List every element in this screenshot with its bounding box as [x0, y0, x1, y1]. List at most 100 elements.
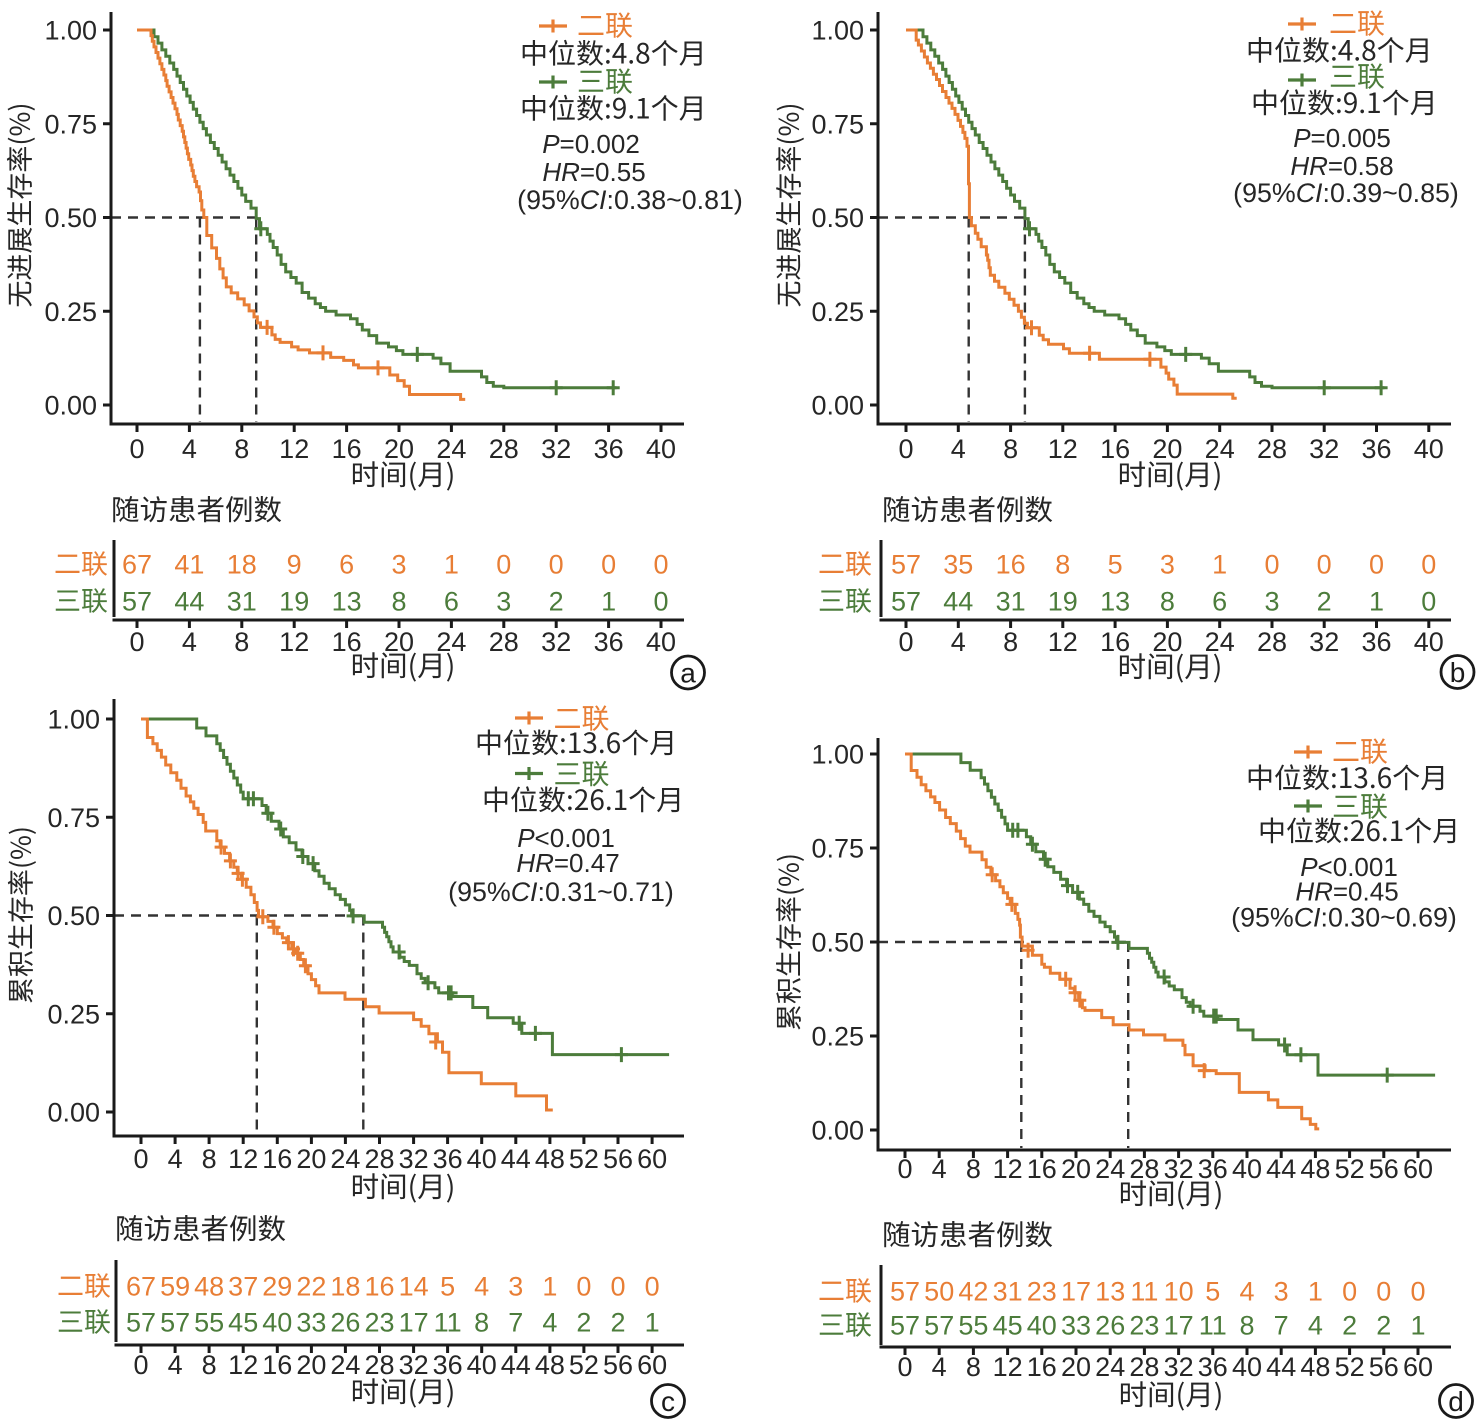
svg-text:11: 11 [1130, 1277, 1158, 1307]
svg-text:60: 60 [637, 1350, 667, 1380]
svg-text:16: 16 [996, 550, 1026, 580]
svg-text:c: c [661, 1386, 675, 1417]
svg-text:0.50: 0.50 [47, 901, 100, 931]
svg-text:6: 6 [339, 550, 354, 580]
svg-text:20: 20 [1152, 627, 1182, 657]
svg-text:3: 3 [508, 1272, 523, 1302]
svg-text:26: 26 [330, 1308, 360, 1338]
svg-text:8: 8 [1160, 587, 1175, 617]
svg-text:55: 55 [194, 1308, 224, 1338]
svg-text:56: 56 [1369, 1154, 1399, 1184]
svg-text:0: 0 [897, 1352, 912, 1382]
svg-text:40: 40 [646, 627, 676, 657]
svg-text:0.25: 0.25 [811, 297, 864, 327]
svg-text:57: 57 [890, 1311, 920, 1341]
svg-text:4: 4 [182, 627, 197, 657]
svg-text:36: 36 [1361, 627, 1391, 657]
svg-text:8: 8 [202, 1144, 217, 1174]
svg-text:40: 40 [646, 434, 676, 464]
svg-text:3: 3 [1274, 1277, 1289, 1307]
svg-text:28: 28 [1257, 627, 1287, 657]
svg-text:56: 56 [1369, 1352, 1399, 1382]
svg-text:24: 24 [436, 434, 466, 464]
svg-text:57: 57 [126, 1308, 156, 1338]
svg-text:13: 13 [1095, 1277, 1125, 1307]
svg-text:56: 56 [603, 1144, 633, 1174]
svg-text:0: 0 [1376, 1277, 1391, 1307]
svg-text:36: 36 [433, 1350, 463, 1380]
svg-text:32: 32 [1164, 1154, 1194, 1184]
svg-text:P<0.001: P<0.001 [1300, 852, 1398, 882]
svg-text:0: 0 [1317, 550, 1332, 580]
svg-text:1: 1 [601, 587, 616, 617]
svg-text:1.00: 1.00 [47, 705, 100, 735]
svg-text:3: 3 [1264, 587, 1279, 617]
svg-text:18: 18 [227, 550, 257, 580]
svg-text:0: 0 [610, 1272, 625, 1302]
svg-text:24: 24 [330, 1350, 360, 1380]
svg-text:0.25: 0.25 [47, 1000, 100, 1030]
svg-text:40: 40 [1414, 627, 1444, 657]
svg-text:20: 20 [1061, 1352, 1091, 1382]
svg-text:48: 48 [194, 1272, 224, 1302]
svg-text:(95%CI:0.30~0.69): (95%CI:0.30~0.69) [1231, 903, 1457, 933]
svg-text:32: 32 [399, 1350, 429, 1380]
svg-text:40: 40 [467, 1144, 497, 1174]
svg-text:13: 13 [332, 587, 362, 617]
svg-text:1.00: 1.00 [44, 16, 97, 46]
svg-text:0.50: 0.50 [811, 203, 864, 233]
svg-text:32: 32 [1164, 1352, 1194, 1382]
svg-text:48: 48 [1300, 1154, 1330, 1184]
svg-text:5: 5 [1205, 1277, 1220, 1307]
svg-text:60: 60 [1403, 1154, 1433, 1184]
svg-text:(95%CI:0.31~0.71): (95%CI:0.31~0.71) [448, 877, 674, 907]
svg-text:20: 20 [296, 1144, 326, 1174]
svg-text:14: 14 [399, 1272, 429, 1302]
svg-text:2: 2 [610, 1308, 625, 1338]
svg-text:36: 36 [1198, 1352, 1228, 1382]
svg-text:20: 20 [1152, 434, 1182, 464]
svg-text:52: 52 [1335, 1352, 1365, 1382]
svg-text:0.75: 0.75 [44, 109, 97, 139]
svg-text:1: 1 [1308, 1277, 1323, 1307]
svg-text:48: 48 [535, 1350, 565, 1380]
svg-text:32: 32 [541, 627, 571, 657]
svg-text:4: 4 [168, 1350, 183, 1380]
svg-text:31: 31 [227, 587, 257, 617]
svg-text:0: 0 [129, 627, 144, 657]
svg-text:45: 45 [228, 1308, 258, 1338]
svg-text:8: 8 [234, 627, 249, 657]
svg-text:60: 60 [637, 1144, 667, 1174]
svg-text:0: 0 [897, 1154, 912, 1184]
svg-text:40: 40 [1027, 1311, 1057, 1341]
svg-text:1: 1 [1212, 550, 1227, 580]
svg-text:1: 1 [444, 550, 459, 580]
svg-text:16: 16 [332, 434, 362, 464]
svg-text:24: 24 [1095, 1154, 1125, 1184]
svg-text:24: 24 [330, 1144, 360, 1174]
svg-text:33: 33 [296, 1308, 326, 1338]
svg-text:3: 3 [391, 550, 406, 580]
svg-text:8: 8 [234, 434, 249, 464]
svg-text:1: 1 [542, 1272, 557, 1302]
svg-text:32: 32 [399, 1144, 429, 1174]
svg-text:57: 57 [890, 1277, 920, 1307]
svg-text:19: 19 [279, 587, 309, 617]
svg-text:23: 23 [1129, 1311, 1159, 1341]
svg-text:57: 57 [891, 550, 921, 580]
svg-text:0: 0 [133, 1144, 148, 1174]
svg-text:0: 0 [653, 550, 668, 580]
svg-text:6: 6 [444, 587, 459, 617]
svg-text:0.00: 0.00 [811, 1116, 864, 1146]
svg-text:16: 16 [262, 1144, 292, 1174]
svg-text:23: 23 [364, 1308, 394, 1338]
svg-text:24: 24 [1205, 434, 1235, 464]
svg-text:19: 19 [1048, 587, 1078, 617]
svg-text:44: 44 [501, 1144, 531, 1174]
svg-text:17: 17 [1164, 1311, 1194, 1341]
svg-text:0: 0 [645, 1272, 660, 1302]
svg-text:12: 12 [993, 1352, 1023, 1382]
svg-text:0.00: 0.00 [811, 391, 864, 421]
svg-text:20: 20 [384, 627, 414, 657]
svg-text:3: 3 [496, 587, 511, 617]
